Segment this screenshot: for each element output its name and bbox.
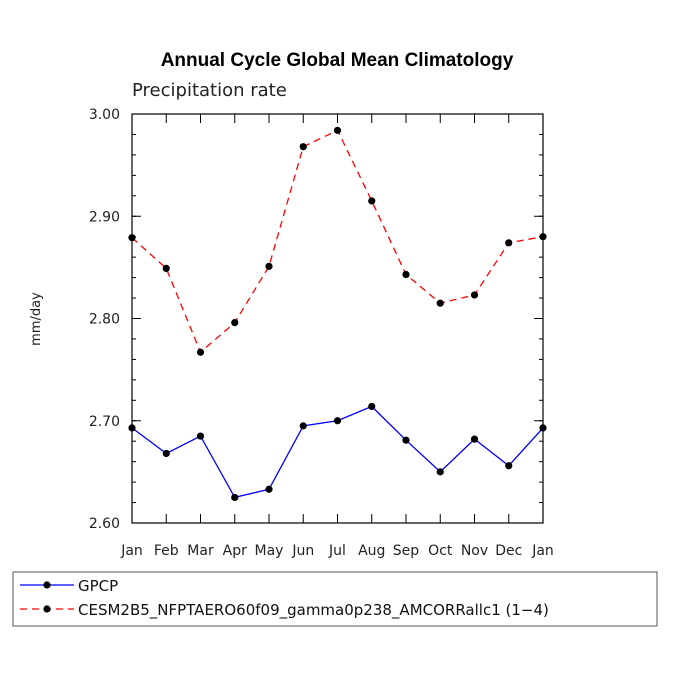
series-2 (128, 126, 547, 356)
data-point (539, 233, 547, 241)
legend-label: CESM2B5_NFPTAERO60f09_gamma0p238_AMCORRa… (78, 601, 549, 620)
x-tick-label: Nov (461, 543, 488, 559)
data-point (368, 402, 376, 411)
y-tick-label: 3.00 (89, 107, 120, 123)
data-point (162, 264, 170, 272)
data-point (505, 239, 513, 247)
x-tick-label: Jun (291, 543, 314, 559)
legend-item: CESM2B5_NFPTAERO60f09_gamma0p238_AMCORRa… (20, 601, 549, 620)
x-tick-label: Jul (328, 543, 346, 559)
data-point (299, 143, 307, 151)
data-point (505, 462, 513, 470)
data-point (436, 299, 444, 307)
data-point (162, 449, 170, 458)
chart-title: Annual Cycle Global Mean Climatology (161, 50, 514, 71)
data-point (402, 436, 410, 444)
x-tick-label: Feb (154, 543, 179, 559)
data-point (333, 417, 342, 425)
x-tick-label: Dec (495, 543, 522, 559)
data-point (231, 318, 239, 327)
y-tick-label: 2.60 (89, 516, 120, 532)
legend-marker (43, 581, 51, 589)
data-point (436, 468, 444, 476)
x-tick-label: Jan (120, 543, 143, 559)
y-axis-label: mm/day (29, 292, 44, 346)
legend: GPCP CESM2B5_NFPTAERO60f09_gamma0p238_AMC… (12, 571, 658, 627)
data-point (231, 493, 239, 502)
data-point (333, 126, 342, 134)
data-point (128, 234, 136, 242)
y-tick-label: 2.80 (89, 312, 120, 328)
data-point (402, 270, 410, 279)
data-point (128, 424, 136, 432)
series-layer (128, 126, 547, 502)
x-tick-label: Sep (393, 543, 420, 559)
x-tick-label: Mar (187, 543, 214, 559)
series-line (131, 129, 544, 354)
data-point (196, 348, 205, 356)
x-tick-label: Aug (358, 543, 385, 559)
data-point (539, 424, 547, 432)
axis-ticks: Jan Feb Mar Apr May Jun Jul Aug Sep Oct Nov Dec Jan2… (89, 107, 554, 559)
legend-marker (43, 605, 51, 613)
x-tick-label: Oct (428, 543, 453, 559)
data-point (265, 262, 273, 270)
plot-frame (131, 113, 544, 524)
data-point (196, 432, 205, 440)
legend-label: GPCP (78, 577, 118, 595)
y-tick-label: 2.70 (89, 414, 120, 430)
data-point (470, 435, 479, 443)
data-point (368, 197, 376, 205)
y-tick-label: 2.90 (89, 209, 120, 225)
data-point (265, 485, 273, 493)
data-point (299, 422, 307, 430)
series-1 (128, 402, 547, 502)
x-tick-label: May (255, 543, 284, 559)
chart-subtitle: Precipitation rate (132, 80, 287, 101)
legend-box (12, 571, 658, 627)
legend-item: GPCP (20, 577, 118, 595)
x-tick-label: Jan (531, 543, 554, 559)
data-point (470, 291, 479, 299)
x-tick-label: Apr (223, 543, 247, 559)
